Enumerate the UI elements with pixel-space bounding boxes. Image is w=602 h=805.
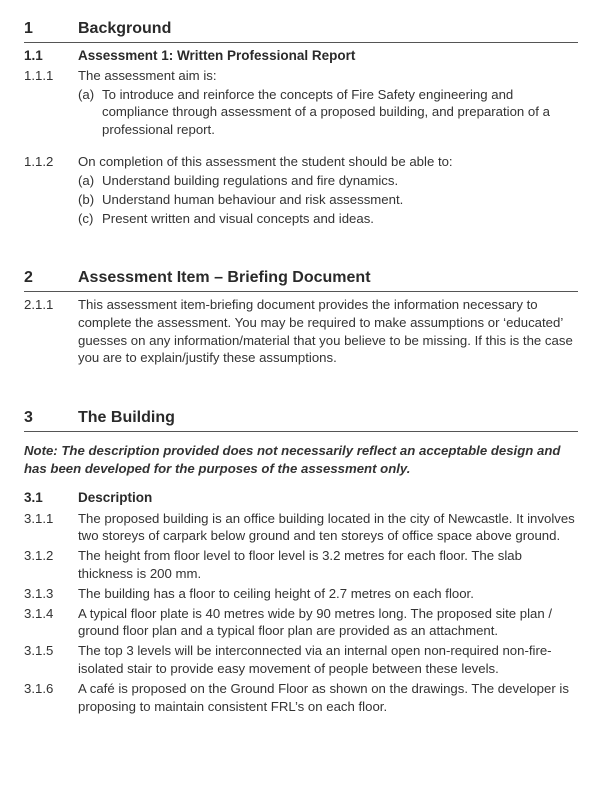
clause-3-1-6-number: 3.1.6 (24, 680, 78, 716)
clause-1-1-1-a: (a) To introduce and reinforce the conce… (78, 86, 578, 139)
clause-1-1-1: 1.1.1 The assessment aim is: (a) To intr… (24, 67, 578, 139)
clause-2-1-1-number: 2.1.1 (24, 296, 78, 367)
section-1-heading: 1 Background (24, 18, 578, 43)
letter-marker: (a) (78, 86, 102, 139)
clause-3-1-6: 3.1.6 A café is proposed on the Ground F… (24, 680, 578, 716)
clause-2-1-1: 2.1.1 This assessment item-briefing docu… (24, 296, 578, 367)
section-2-number: 2 (24, 267, 78, 289)
clause-3-1-1-text: The proposed building is an office build… (78, 510, 578, 546)
clause-1-1-2-body: On completion of this assessment the stu… (78, 153, 578, 227)
subsection-3-1: 3.1 Description (24, 489, 578, 507)
subsection-3-1-number: 3.1 (24, 489, 78, 507)
clause-1-1-2-number: 1.1.2 (24, 153, 78, 227)
letter-text: Understand human behaviour and risk asse… (102, 191, 578, 209)
subsection-1-1-title: Assessment 1: Written Professional Repor… (78, 47, 578, 65)
clause-3-1-5-text: The top 3 levels will be interconnected … (78, 642, 578, 678)
clause-3-1-4-text: A typical floor plate is 40 metres wide … (78, 605, 578, 641)
clause-3-1-1-number: 3.1.1 (24, 510, 78, 546)
clause-1-1-1-number: 1.1.1 (24, 67, 78, 139)
section-1-number: 1 (24, 18, 78, 40)
clause-3-1-5: 3.1.5 The top 3 levels will be interconn… (24, 642, 578, 678)
clause-3-1-4: 3.1.4 A typical floor plate is 40 metres… (24, 605, 578, 641)
subsection-1-1: 1.1 Assessment 1: Written Professional R… (24, 47, 578, 65)
section-3-title: The Building (78, 407, 578, 429)
section-2-heading: 2 Assessment Item – Briefing Document (24, 267, 578, 292)
subsection-3-1-title: Description (78, 489, 578, 507)
clause-1-1-1-body: The assessment aim is: (a) To introduce … (78, 67, 578, 139)
section-3-note: Note: The description provided does not … (24, 442, 578, 478)
letter-marker: (a) (78, 172, 102, 190)
section-2-title: Assessment Item – Briefing Document (78, 267, 578, 289)
clause-3-1-2-number: 3.1.2 (24, 547, 78, 583)
clause-3-1-3-text: The building has a floor to ceiling heig… (78, 585, 578, 603)
letter-text: Present written and visual concepts and … (102, 210, 578, 228)
clause-3-1-5-number: 3.1.5 (24, 642, 78, 678)
clause-1-1-2-b: (b) Understand human behaviour and risk … (78, 191, 578, 209)
letter-marker: (b) (78, 191, 102, 209)
section-1-title: Background (78, 18, 578, 40)
clause-1-1-2-a: (a) Understand building regulations and … (78, 172, 578, 190)
clause-1-1-1-lead: The assessment aim is: (78, 67, 578, 85)
clause-3-1-6-text: A café is proposed on the Ground Floor a… (78, 680, 578, 716)
clause-3-1-2-text: The height from floor level to floor lev… (78, 547, 578, 583)
section-3-heading: 3 The Building (24, 407, 578, 432)
clause-1-1-2-lead: On completion of this assessment the stu… (78, 153, 578, 171)
subsection-1-1-number: 1.1 (24, 47, 78, 65)
section-3-number: 3 (24, 407, 78, 429)
clause-1-1-2: 1.1.2 On completion of this assessment t… (24, 153, 578, 227)
clause-2-1-1-text: This assessment item-briefing document p… (78, 296, 578, 367)
clause-3-1-3-number: 3.1.3 (24, 585, 78, 603)
clause-1-1-2-c: (c) Present written and visual concepts … (78, 210, 578, 228)
letter-text: To introduce and reinforce the concepts … (102, 86, 578, 139)
clause-3-1-1: 3.1.1 The proposed building is an office… (24, 510, 578, 546)
clause-3-1-4-number: 3.1.4 (24, 605, 78, 641)
clause-3-1-3: 3.1.3 The building has a floor to ceilin… (24, 585, 578, 603)
clause-3-1-2: 3.1.2 The height from floor level to flo… (24, 547, 578, 583)
letter-text: Understand building regulations and fire… (102, 172, 578, 190)
letter-marker: (c) (78, 210, 102, 228)
